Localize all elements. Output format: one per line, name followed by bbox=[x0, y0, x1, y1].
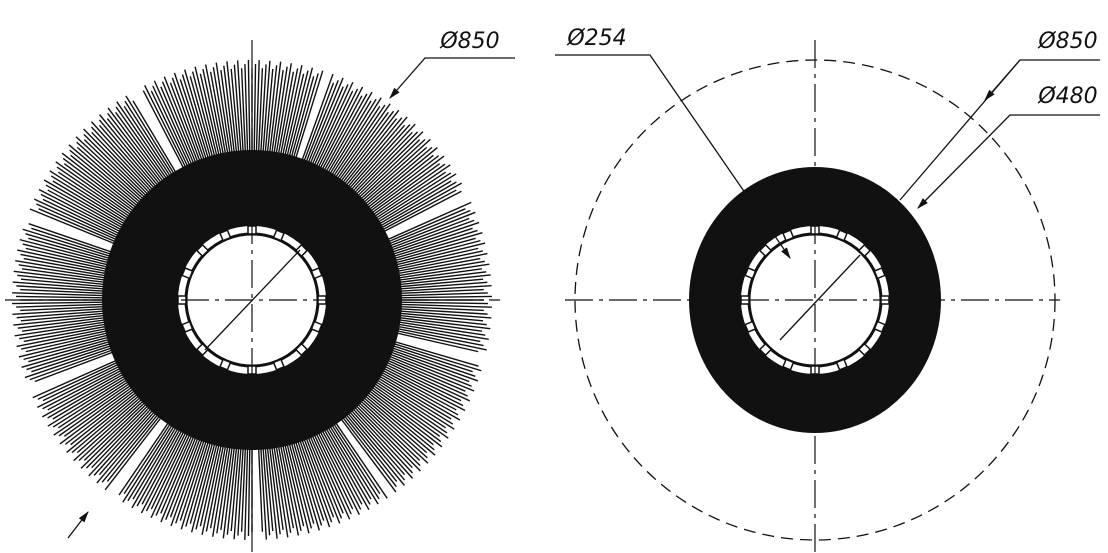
leader bbox=[555, 54, 791, 259]
diameter-line bbox=[204, 249, 301, 351]
arrow bbox=[984, 59, 1021, 101]
leader bbox=[389, 57, 515, 99]
diameter-line bbox=[779, 254, 861, 341]
notch bbox=[758, 243, 773, 258]
notch bbox=[219, 229, 232, 242]
notch bbox=[195, 342, 210, 357]
notch bbox=[857, 243, 872, 258]
notch bbox=[181, 320, 194, 333]
notch bbox=[835, 229, 848, 242]
dimension-label: Ø850 bbox=[439, 29, 499, 54]
notch bbox=[219, 358, 232, 371]
notch bbox=[758, 342, 773, 357]
leader bbox=[899, 59, 1100, 201]
notch bbox=[294, 342, 309, 357]
arrow bbox=[67, 511, 89, 539]
notch bbox=[835, 358, 848, 371]
dimension-label: Ø254 bbox=[566, 26, 626, 51]
brush-left bbox=[12, 60, 492, 540]
notch bbox=[857, 342, 872, 357]
notch bbox=[873, 267, 886, 280]
notch bbox=[310, 267, 323, 280]
notch bbox=[744, 267, 757, 280]
notch bbox=[272, 358, 285, 371]
dimension-label: Ø480 bbox=[1037, 84, 1097, 109]
notch bbox=[272, 229, 285, 242]
dimension-label: Ø850 bbox=[1037, 29, 1097, 54]
leader bbox=[917, 114, 1100, 209]
notch bbox=[294, 243, 309, 258]
notch bbox=[873, 320, 886, 333]
notch bbox=[195, 243, 210, 258]
notch bbox=[181, 267, 194, 280]
notch bbox=[744, 320, 757, 333]
notch bbox=[782, 358, 795, 371]
notch bbox=[310, 320, 323, 333]
notch bbox=[782, 229, 795, 242]
